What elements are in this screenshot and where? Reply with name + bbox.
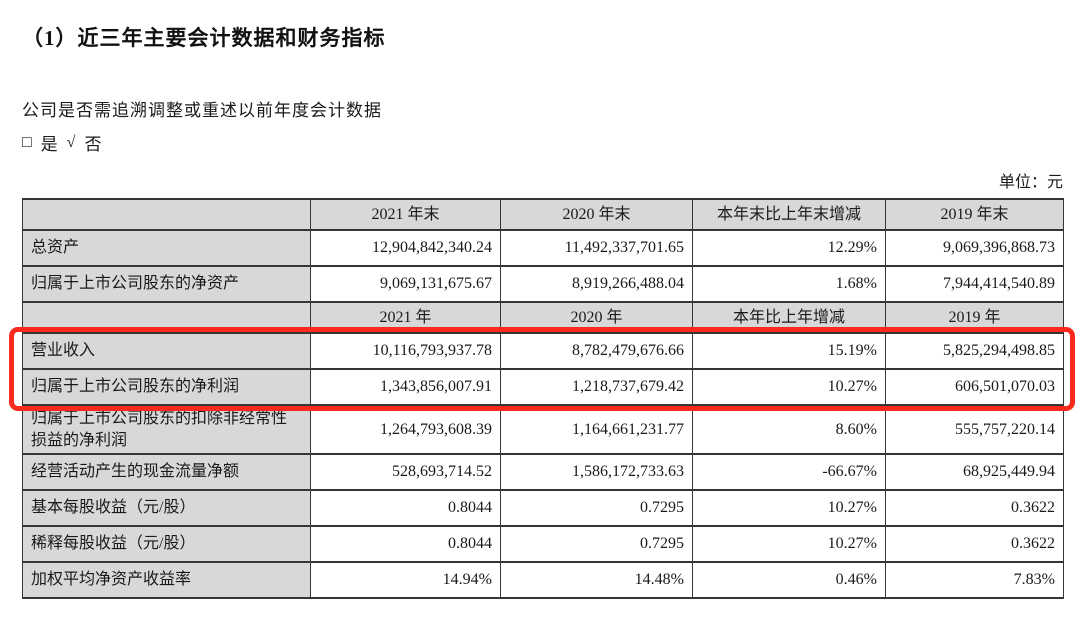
value-2020: 0.7295 (500, 489, 693, 528)
value-2021: 528,693,714.52 (310, 453, 501, 492)
value-2020: 14.48% (500, 561, 693, 600)
header-yoy-change-annual: 本年比上年增减 (692, 301, 886, 334)
value-change: 8.60% (692, 403, 886, 456)
no-label: 否 (84, 135, 102, 154)
restatement-answer-row: □ 是 √ 否 (22, 130, 1063, 155)
table-row-net-profit-excl-nonrecurring: 归属于上市公司股东的扣除非经常性损益的净利润 1,264,793,608.39 … (22, 403, 1064, 456)
table-row-operating-cash-flow: 经营活动产生的现金流量净额 528,693,714.52 1,586,172,7… (22, 453, 1064, 492)
row-label: 营业收入 (22, 332, 311, 370)
value-2019: 5,825,294,498.85 (885, 332, 1064, 370)
header-row-annual: 2021 年 2020 年 本年比上年增减 2019 年 (22, 301, 1064, 334)
value-2019: 9,069,396,868.73 (885, 229, 1064, 267)
value-2020: 1,586,172,733.63 (500, 453, 693, 492)
value-change: 15.19% (692, 332, 886, 370)
value-change: 12.29% (692, 229, 886, 267)
header-empty-cell (22, 301, 311, 334)
section-title: （1）近三年主要会计数据和财务指标 (22, 26, 386, 50)
row-label: 归属于上市公司股东的净利润 (22, 368, 311, 406)
header-2019-year: 2019 年 (885, 301, 1064, 334)
value-2021: 12,904,842,340.24 (310, 229, 501, 267)
financial-table-container: 2021 年末 2020 年末 本年末比上年末增减 2019 年末 总资产 12… (8, 198, 1075, 600)
header-row-period-end: 2021 年末 2020 年末 本年末比上年末增减 2019 年末 (22, 198, 1064, 231)
table-row-net-assets: 归属于上市公司股东的净资产 9,069,131,675.67 8,919,266… (22, 265, 1064, 303)
value-2021: 0.8044 (310, 525, 501, 564)
value-2019: 7.83% (885, 561, 1064, 600)
value-2020: 11,492,337,701.65 (500, 229, 693, 267)
value-2021: 1,264,793,608.39 (310, 403, 501, 456)
value-2019: 606,501,070.03 (885, 368, 1064, 406)
financial-indicators-table: 2021 年末 2020 年末 本年末比上年末增减 2019 年末 总资产 12… (22, 198, 1064, 600)
value-2019: 0.3622 (885, 489, 1064, 528)
header-2021-year-end: 2021 年末 (310, 198, 501, 231)
value-change: 10.27% (692, 525, 886, 564)
header-2019-year-end: 2019 年末 (885, 198, 1064, 231)
value-change: 1.68% (692, 265, 886, 303)
row-label: 归属于上市公司股东的扣除非经常性损益的净利润 (22, 403, 311, 456)
table-row-operating-revenue: 营业收入 10,116,793,937.78 8,782,479,676.66 … (22, 332, 1064, 370)
value-2020: 8,782,479,676.66 (500, 332, 693, 370)
value-2021: 10,116,793,937.78 (310, 332, 501, 370)
header-2020-year: 2020 年 (500, 301, 693, 334)
value-2021: 1,343,856,007.91 (310, 368, 501, 406)
value-2021: 9,069,131,675.67 (310, 265, 501, 303)
table-row-basic-eps: 基本每股收益（元/股） 0.8044 0.7295 10.27% 0.3622 (22, 489, 1064, 528)
header-2021-year: 2021 年 (310, 301, 501, 334)
table-row-total-assets: 总资产 12,904,842,340.24 11,492,337,701.65 … (22, 229, 1064, 267)
value-2020: 0.7295 (500, 525, 693, 564)
value-2019: 555,757,220.14 (885, 403, 1064, 456)
row-label: 总资产 (22, 229, 311, 267)
checkbox-unchecked-icon: □ (22, 133, 32, 151)
value-change: 0.46% (692, 561, 886, 600)
value-2019: 7,944,414,540.89 (885, 265, 1064, 303)
value-change: 10.27% (692, 368, 886, 406)
header-2020-year-end: 2020 年末 (500, 198, 693, 231)
restatement-question: 公司是否需追溯调整或重述以前年度会计数据 (22, 101, 382, 120)
row-label: 基本每股收益（元/股） (22, 489, 311, 528)
row-label: 经营活动产生的现金流量净额 (22, 453, 311, 492)
value-2020: 1,164,661,231.77 (500, 403, 693, 456)
row-label: 归属于上市公司股东的净资产 (22, 265, 311, 303)
value-2020: 1,218,737,679.42 (500, 368, 693, 406)
value-2020: 8,919,266,488.04 (500, 265, 693, 303)
yes-label: 是 (40, 135, 58, 154)
header-yoy-change-year-end: 本年末比上年末增减 (692, 198, 886, 231)
checkmark-icon: √ (66, 133, 76, 151)
table-row-weighted-avg-roe: 加权平均净资产收益率 14.94% 14.48% 0.46% 7.83% (22, 561, 1064, 600)
header-empty-cell (22, 198, 311, 231)
value-2021: 14.94% (310, 561, 501, 600)
table-row-diluted-eps: 稀释每股收益（元/股） 0.8044 0.7295 10.27% 0.3622 (22, 525, 1064, 564)
table-row-net-profit: 归属于上市公司股东的净利润 1,343,856,007.91 1,218,737… (22, 368, 1064, 406)
row-label: 稀释每股收益（元/股） (22, 525, 311, 564)
value-2019: 68,925,449.94 (885, 453, 1064, 492)
value-2021: 0.8044 (310, 489, 501, 528)
value-change: -66.67% (692, 453, 886, 492)
row-label: 加权平均净资产收益率 (22, 561, 311, 600)
value-change: 10.27% (692, 489, 886, 528)
unit-label: 单位：元 (998, 174, 1063, 191)
value-2019: 0.3622 (885, 525, 1064, 564)
